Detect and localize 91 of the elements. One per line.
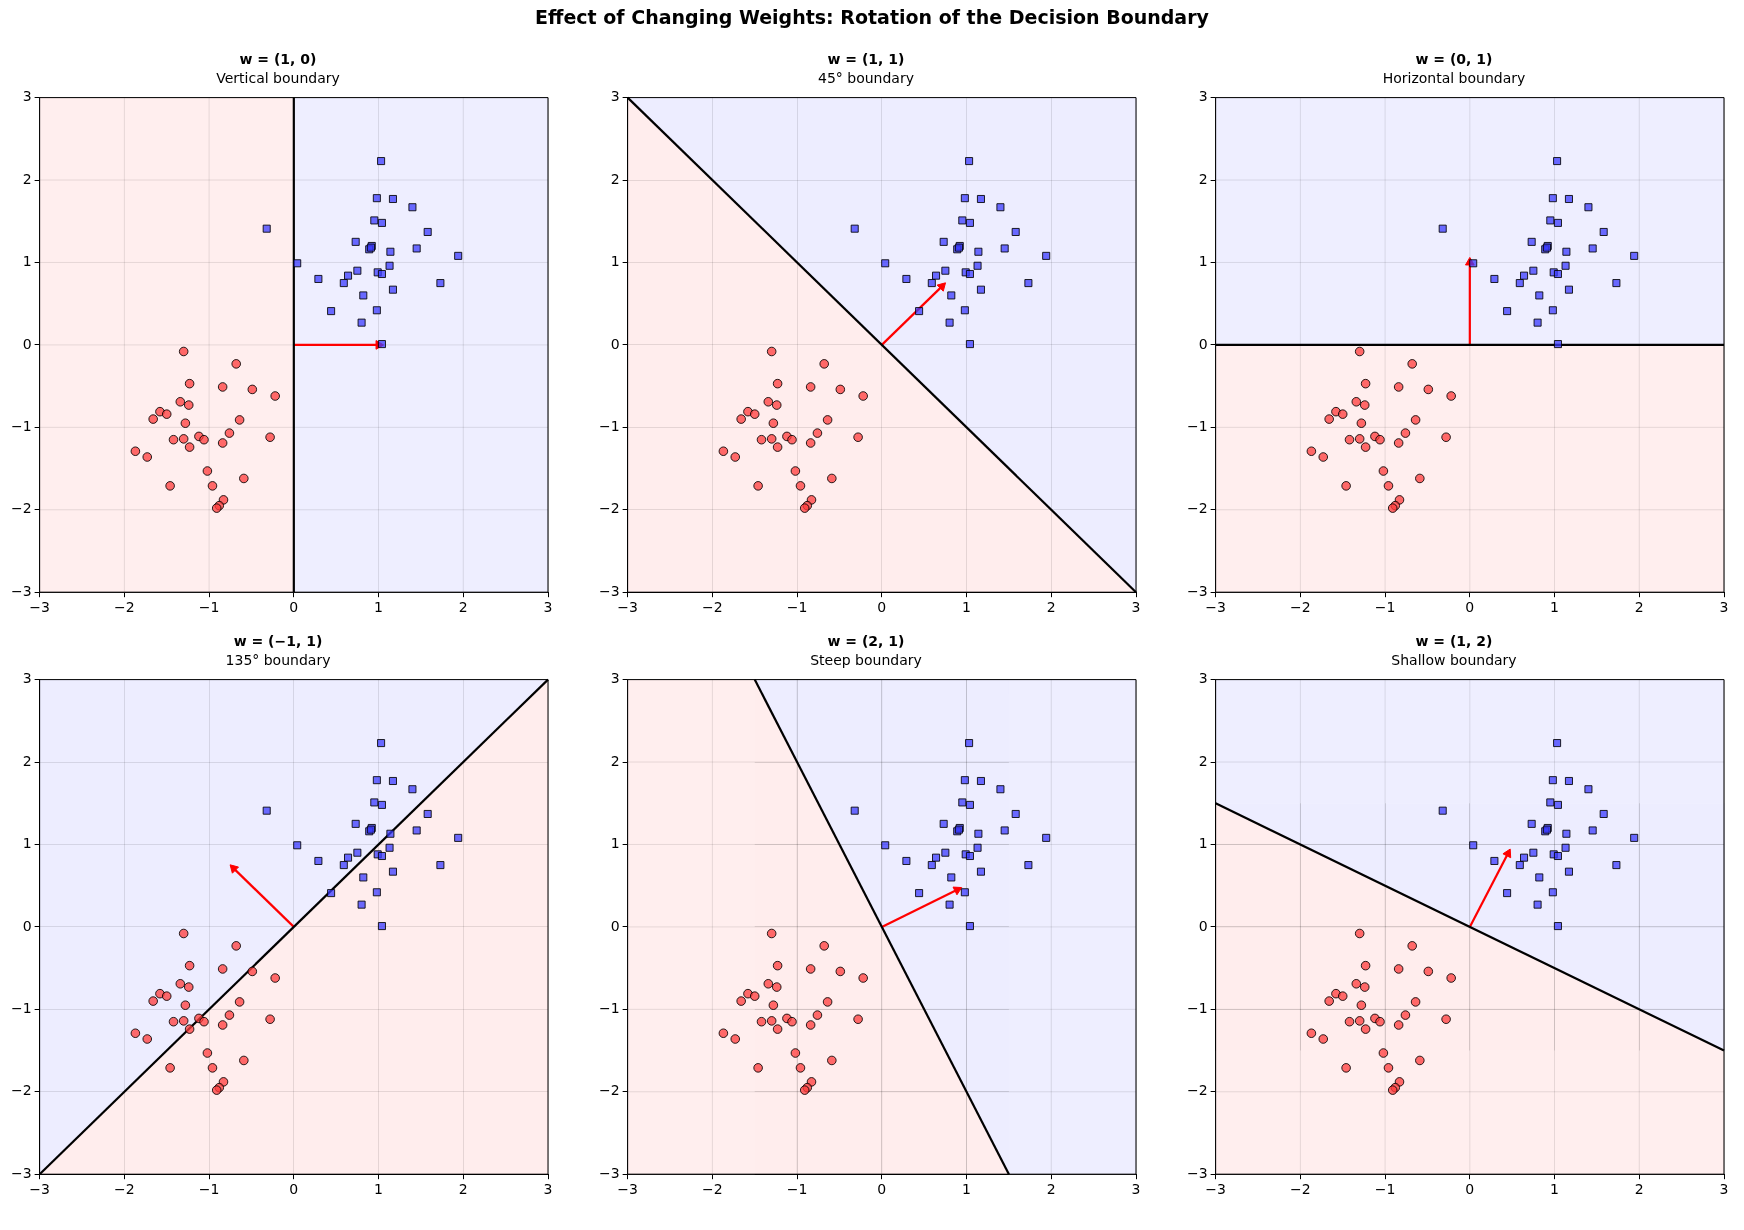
y-tick-label: 3: [22, 88, 32, 105]
x-tick-label: −2: [114, 1181, 135, 1198]
y-tick-label: −3: [1187, 1164, 1208, 1181]
y-tick-label: 2: [610, 170, 620, 187]
y-tick-label: 0: [610, 917, 620, 934]
x-tick-label: −1: [786, 599, 808, 616]
y-tick-label: −3: [11, 582, 32, 599]
chart-title: w = (1, 1): [827, 51, 905, 68]
chart-title: w = (0, 1): [1415, 51, 1493, 68]
x-tick-label: 1: [374, 599, 384, 616]
x-tick-label: −1: [1374, 1181, 1396, 1198]
text: Effect of Changing Weights: Rotation of the Decision Boundary: [534, 6, 1210, 28]
x-tick-label: −1: [198, 599, 220, 616]
chart-subtitle: Horizontal boundary: [1382, 69, 1526, 86]
y-tick-label: 1: [1198, 835, 1208, 852]
x-tick-label: 0: [1465, 599, 1475, 616]
chart-subtitle: Steep boundary: [810, 651, 922, 668]
x-tick-label: 2: [458, 1181, 468, 1198]
y-tick-label: 3: [1198, 88, 1208, 105]
chart-subtitle: 45° boundary: [818, 69, 914, 86]
x-tick-label: 2: [1046, 1181, 1056, 1198]
y-tick-label: 3: [610, 670, 620, 687]
x-tick-label: 0: [877, 599, 887, 616]
x-tick-label: 3: [543, 1181, 553, 1198]
x-tick-label: 0: [289, 1181, 299, 1198]
x-tick-label: 0: [289, 599, 299, 616]
y-tick-label: −1: [599, 417, 620, 434]
y-tick-label: 1: [22, 835, 32, 852]
x-tick-label: −2: [114, 599, 135, 616]
chart-subtitle: Vertical boundary: [216, 69, 340, 86]
x-tick-label: −2: [702, 1181, 723, 1198]
x-tick-label: 0: [1465, 1181, 1475, 1198]
x-tick-label: 2: [1634, 1181, 1644, 1198]
y-tick-label: 0: [22, 917, 32, 934]
x-tick-label: 1: [962, 1181, 972, 1198]
y-tick-label: 0: [22, 335, 32, 352]
y-tick-label: −2: [11, 500, 32, 517]
y-tick-label: −2: [11, 1082, 32, 1099]
y-tick-label: 2: [22, 170, 32, 187]
x-tick-label: −2: [702, 599, 723, 616]
y-tick-label: −1: [1187, 999, 1208, 1016]
y-tick-label: 1: [610, 835, 620, 852]
y-tick-label: 2: [22, 752, 32, 769]
x-tick-label: −2: [1290, 1181, 1311, 1198]
y-tick-label: 3: [1198, 670, 1208, 687]
y-tick-label: 0: [610, 335, 620, 352]
chart-title: w = (1, 0): [239, 51, 317, 68]
y-tick-label: 1: [22, 253, 32, 270]
y-tick-label: −2: [599, 500, 620, 517]
x-tick-label: 1: [1550, 1181, 1560, 1198]
chart-title: w = (2, 1): [827, 633, 905, 650]
chart-subtitle: 135° boundary: [225, 651, 331, 668]
x-tick-label: 3: [1719, 1181, 1729, 1198]
x-tick-label: 1: [962, 599, 972, 616]
x-tick-label: 3: [1131, 1181, 1141, 1198]
x-tick-label: 2: [1046, 599, 1056, 616]
y-tick-label: −3: [599, 1164, 620, 1181]
y-tick-label: −1: [11, 999, 32, 1016]
x-tick-label: −1: [198, 1181, 220, 1198]
y-tick-label: 3: [22, 670, 32, 687]
y-tick-label: 2: [1198, 752, 1208, 769]
x-tick-label: 1: [1550, 599, 1560, 616]
x-tick-label: 3: [1131, 599, 1141, 616]
y-tick-label: −1: [599, 999, 620, 1016]
chart-title: w = (1, 2): [1415, 633, 1493, 650]
y-tick-label: −1: [1187, 417, 1208, 434]
x-tick-label: 3: [1719, 599, 1729, 616]
x-tick-label: 3: [543, 599, 553, 616]
x-tick-label: 0: [877, 1181, 887, 1198]
y-tick-label: 2: [610, 752, 620, 769]
y-tick-label: −2: [599, 1082, 620, 1099]
x-tick-label: −1: [1374, 599, 1396, 616]
y-tick-label: 1: [1198, 253, 1208, 270]
y-tick-label: 3: [610, 88, 620, 105]
x-tick-label: −1: [786, 1181, 808, 1198]
x-tick-label: 2: [1634, 599, 1644, 616]
x-tick-label: 1: [374, 1181, 384, 1198]
y-tick-label: 1: [610, 253, 620, 270]
y-tick-label: 2: [1198, 170, 1208, 187]
x-tick-label: 2: [458, 599, 468, 616]
y-tick-label: −3: [1187, 582, 1208, 599]
chart-subtitle: Shallow boundary: [1391, 651, 1517, 668]
y-tick-label: 0: [1198, 917, 1208, 934]
y-tick-label: −1: [11, 417, 32, 434]
y-tick-label: −3: [11, 1164, 32, 1181]
x-tick-label: −2: [1290, 599, 1311, 616]
y-tick-label: −2: [1187, 1082, 1208, 1099]
y-tick-label: 0: [1198, 335, 1208, 352]
y-tick-label: −3: [599, 582, 620, 599]
y-tick-label: −2: [1187, 500, 1208, 517]
chart-title: w = (−1, 1): [233, 633, 323, 650]
